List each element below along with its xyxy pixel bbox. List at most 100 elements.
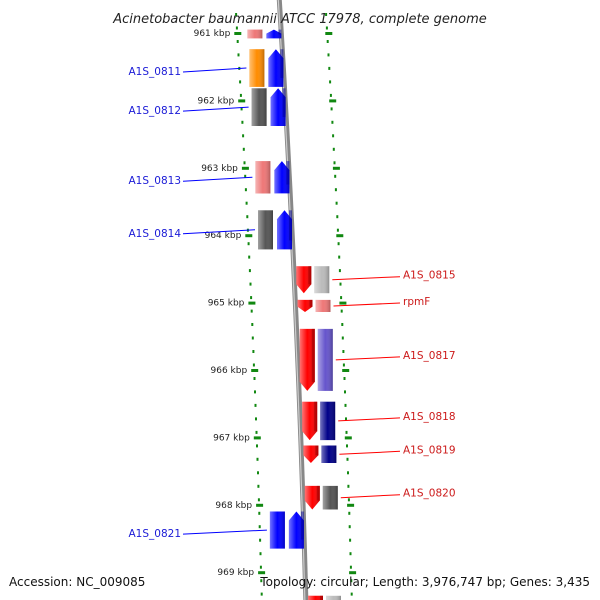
- gene-arrow-shade: [270, 88, 286, 126]
- gene-a1s_0814: [258, 210, 292, 250]
- gene-arrow-edge: [315, 445, 319, 456]
- track-dot-right: [336, 215, 339, 219]
- gene-a1s_0811: [249, 49, 284, 87]
- tick-mark-right: [325, 32, 333, 35]
- track-dot-left: [244, 188, 247, 192]
- gene-arrow-shade: [297, 299, 313, 312]
- track-dot-right: [332, 134, 335, 138]
- gene-rpmf: [297, 299, 331, 312]
- gene-arrow-edge: [316, 485, 320, 501]
- gene-label: A1S_0818: [403, 411, 456, 423]
- track-dot-right: [345, 430, 348, 434]
- tick-mark-right: [336, 234, 344, 238]
- tick-mark-left: [241, 166, 249, 170]
- leader-line: [332, 276, 401, 281]
- gene-arrow-shade: [266, 29, 282, 39]
- tick-mark-left: [238, 99, 246, 103]
- gene-label: A1S_0819: [403, 444, 456, 456]
- track-dot-right: [332, 147, 335, 151]
- track-dot-left: [254, 403, 257, 407]
- track-dot-left: [245, 201, 248, 205]
- tick-mark-left: [253, 436, 261, 440]
- gene-arrow-shade: [268, 49, 284, 87]
- gene-arrow-shade: [304, 485, 320, 510]
- gene-label: A1S_0811: [129, 66, 182, 78]
- tick-label: 961 kbp: [194, 29, 231, 39]
- leader-line: [182, 67, 247, 73]
- tick-label: 966 kbp: [211, 366, 248, 376]
- track-dot-left: [248, 269, 251, 273]
- track-dot-right: [349, 552, 352, 556]
- track-dot-left: [251, 336, 254, 340]
- track-dot-left: [239, 80, 242, 84]
- track-dot-right: [343, 377, 346, 380]
- tick-mark-right: [349, 571, 357, 575]
- gene-block-shade: [247, 29, 263, 39]
- track-dot-right: [349, 565, 352, 569]
- track-dot-left: [248, 255, 251, 259]
- label-layer: A1S_0811 A1S_0812 A1S_0813 A1S_0814 A1S_0815…: [129, 66, 456, 540]
- track-dot-right: [346, 457, 349, 461]
- track-dot-left: [239, 93, 242, 97]
- track-dot-left: [256, 457, 259, 461]
- track-dot-right: [347, 484, 350, 488]
- track-dot-left: [250, 309, 253, 313]
- track-dot-left: [259, 565, 262, 569]
- track-dot-left: [252, 363, 255, 367]
- gene-a1s_0819: [303, 445, 337, 463]
- leader-line: [338, 417, 401, 422]
- track-dot-right: [349, 538, 352, 542]
- gene-arrow-edge: [300, 511, 304, 540]
- track-dot-right: [347, 471, 349, 475]
- gene-a1s_0821: [269, 511, 304, 549]
- gene-arrow-edge: [309, 299, 313, 307]
- gene-arrow-edge: [311, 328, 315, 382]
- gene-label: A1S_0820: [403, 488, 456, 500]
- gene-block-shade: [326, 595, 341, 600]
- track-dot-right: [334, 174, 337, 178]
- tick-mark-left: [248, 301, 256, 305]
- track-dot-left: [249, 282, 252, 286]
- gene-arrow-shade: [308, 595, 323, 600]
- tick-label: 967 kbp: [213, 433, 250, 443]
- track-dot-left: [242, 134, 245, 138]
- track-dot-right: [342, 363, 345, 367]
- tick-mark-right: [332, 166, 340, 170]
- map-title: Acinetobacter baumannii ATCC 17978, comp…: [112, 12, 487, 27]
- gene-arrow-edge: [320, 595, 323, 600]
- track-dot-right: [345, 417, 347, 421]
- leader-line: [339, 450, 401, 455]
- gene-label: A1S_0812: [129, 105, 182, 117]
- track-dot-right: [334, 188, 337, 192]
- track-dot-left: [250, 296, 253, 300]
- track-dot-right: [338, 269, 341, 273]
- gene-arrow-edge: [282, 88, 286, 117]
- accession-text: Accession: NC_009085: [9, 575, 145, 589]
- leader-line: [182, 176, 253, 182]
- track-dot-left: [260, 579, 263, 583]
- track-dot-right: [325, 26, 328, 30]
- tick-label: 963 kbp: [201, 164, 238, 174]
- track-dot-right: [335, 201, 338, 205]
- tick-label: 964 kbp: [205, 231, 242, 241]
- track-dot-right: [340, 309, 343, 313]
- track-dot-left: [257, 471, 259, 475]
- track-dot-right: [340, 296, 343, 300]
- gene-arrow-edge: [308, 266, 312, 285]
- gene-label: A1S_0815: [403, 270, 456, 282]
- gene-layer: [247, 29, 341, 600]
- gene-a1s_0812: [251, 88, 286, 126]
- gene-arrow-shade: [302, 401, 318, 441]
- gene-block-shade: [314, 266, 330, 294]
- track-dot-left: [240, 107, 243, 111]
- track-dot-right: [328, 66, 331, 70]
- track-dot-right: [329, 80, 332, 84]
- track-dot-left: [257, 498, 260, 502]
- tick-mark-left: [256, 503, 264, 507]
- tick-mark-right: [342, 369, 350, 372]
- track-dot-left: [256, 444, 258, 448]
- track-dot-right: [337, 242, 340, 246]
- gene-partial-0: [247, 29, 282, 39]
- track-dot-right: [331, 120, 334, 124]
